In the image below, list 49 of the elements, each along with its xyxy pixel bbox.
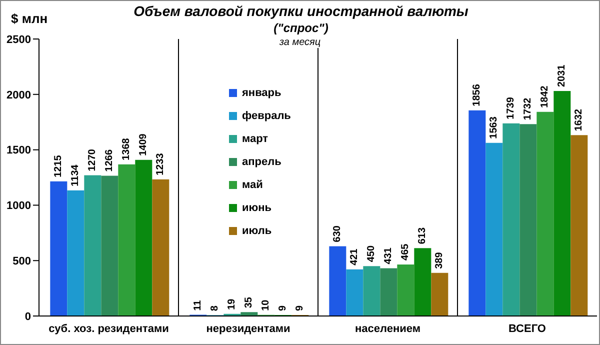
data-label: 1368 <box>121 138 132 160</box>
x-tick-label: суб. хоз. резидентами <box>48 322 169 335</box>
y-tick-label: 1000 <box>6 200 31 212</box>
data-label: 1233 <box>155 152 166 176</box>
legend-label: июнь <box>242 202 272 214</box>
data-label: 1563 <box>488 116 500 139</box>
data-label: 10 <box>260 299 272 311</box>
data-label: 9 <box>278 305 289 312</box>
data-label: 1215 <box>53 154 64 178</box>
data-label: 1842 <box>540 85 551 108</box>
data-label: 1270 <box>87 148 98 172</box>
data-label: 11 <box>192 300 204 311</box>
data-label: 1856 <box>472 84 483 106</box>
legend-label: март <box>242 132 268 144</box>
y-tick-label: 500 <box>12 256 31 268</box>
annotation: за месяц <box>277 37 323 48</box>
chart-subtitle: ("спрос") <box>274 21 328 35</box>
data-label: 465 <box>400 243 412 260</box>
y-tick-label: 2500 <box>6 34 31 46</box>
legend-label: январь <box>242 86 282 98</box>
data-label: 389 <box>434 252 446 269</box>
data-label: 35 <box>244 296 255 308</box>
y-tick-label: 1500 <box>6 144 31 157</box>
data-label: 1266 <box>104 149 116 172</box>
data-label: 630 <box>332 225 344 242</box>
y-tick-label: 2000 <box>6 89 31 102</box>
data-label: 2031 <box>556 64 568 87</box>
legend-label: апрель <box>242 156 282 168</box>
data-label: 1732 <box>522 97 534 120</box>
x-tick-label: ВСЕГО <box>508 322 546 335</box>
data-label: 1739 <box>506 96 517 120</box>
chart-title: Объем валовой покупки иностранной валюты <box>134 3 468 19</box>
x-tick-label: населением <box>355 322 420 335</box>
data-label: 1409 <box>138 133 150 156</box>
legend-label: июль <box>242 224 272 236</box>
legend-label: февраль <box>242 110 291 122</box>
y-tick-label: 0 <box>24 310 31 323</box>
data-label: 421 <box>349 248 360 266</box>
legend-label: май <box>242 178 263 190</box>
data-label: 431 <box>383 247 394 264</box>
y-axis-title: $ млн <box>11 11 48 26</box>
data-label: 8 <box>210 305 221 312</box>
data-label: 1134 <box>70 164 82 186</box>
data-label: 9 <box>294 305 306 312</box>
data-label: 19 <box>226 298 238 310</box>
data-label: 450 <box>366 245 378 262</box>
data-label: 1632 <box>574 108 585 132</box>
data-label: 613 <box>417 226 428 244</box>
x-tick-label: нерезидентами <box>206 322 290 335</box>
